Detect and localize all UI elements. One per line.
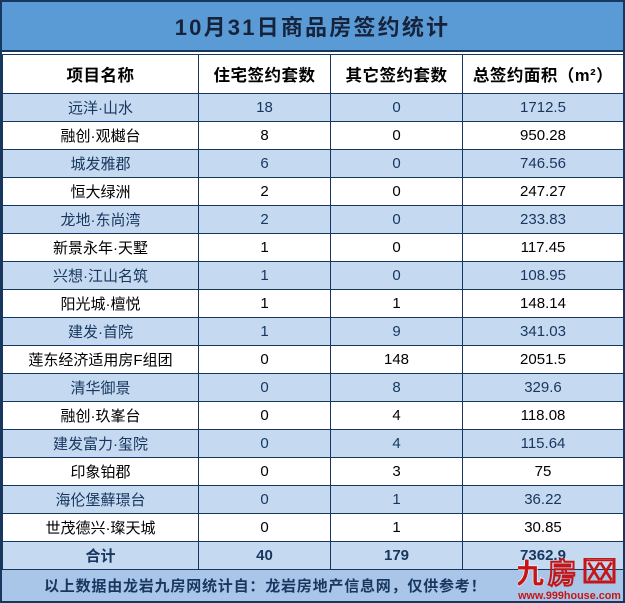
svg-text:九: 九: [518, 558, 544, 588]
svg-text:房: 房: [548, 558, 576, 588]
